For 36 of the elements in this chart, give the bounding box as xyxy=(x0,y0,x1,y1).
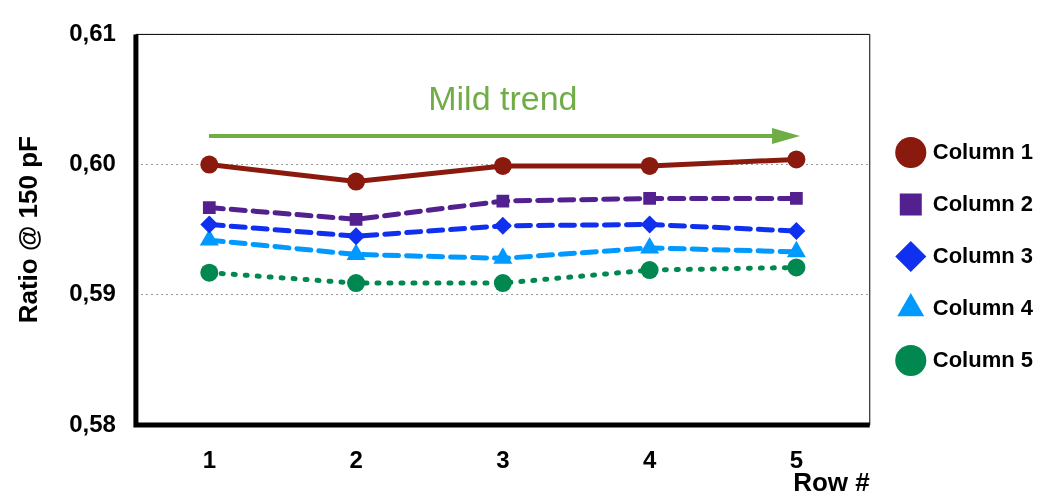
point xyxy=(347,227,366,246)
point xyxy=(493,274,512,293)
x-tick-label: 1 xyxy=(202,446,216,474)
point xyxy=(493,156,512,175)
legend-label: Column 1 xyxy=(932,138,1034,164)
legend-label: Column 2 xyxy=(932,190,1034,216)
point xyxy=(787,150,806,169)
x-tick-label: 3 xyxy=(496,446,510,474)
y-tick-label: 0,60 xyxy=(69,149,116,177)
point xyxy=(790,192,803,205)
point xyxy=(347,172,366,191)
legend-label: Column 3 xyxy=(932,242,1034,268)
point xyxy=(496,194,510,208)
legend-label: Column 4 xyxy=(932,294,1034,320)
y-tick-label: 0,59 xyxy=(69,279,116,307)
annotation: Mild trend xyxy=(428,79,578,118)
point xyxy=(202,201,216,214)
point xyxy=(787,258,806,277)
point xyxy=(200,215,219,234)
y-axis-title: Ratio @ 150 pF xyxy=(12,136,43,324)
point xyxy=(200,263,219,282)
legend-label: Column 5 xyxy=(932,346,1034,372)
point xyxy=(640,261,659,280)
point xyxy=(643,192,656,205)
point xyxy=(347,274,366,293)
y-tick-label: 0,58 xyxy=(69,409,116,437)
y-tick-label: 0,61 xyxy=(69,19,116,47)
point xyxy=(787,222,806,240)
x-tick-label: 5 xyxy=(789,446,804,474)
point xyxy=(493,216,512,235)
point xyxy=(640,215,659,234)
point xyxy=(200,155,219,174)
x-tick-label: 4 xyxy=(642,446,657,474)
x-tick-label: 2 xyxy=(349,446,363,474)
point xyxy=(640,156,659,175)
point xyxy=(349,212,363,226)
